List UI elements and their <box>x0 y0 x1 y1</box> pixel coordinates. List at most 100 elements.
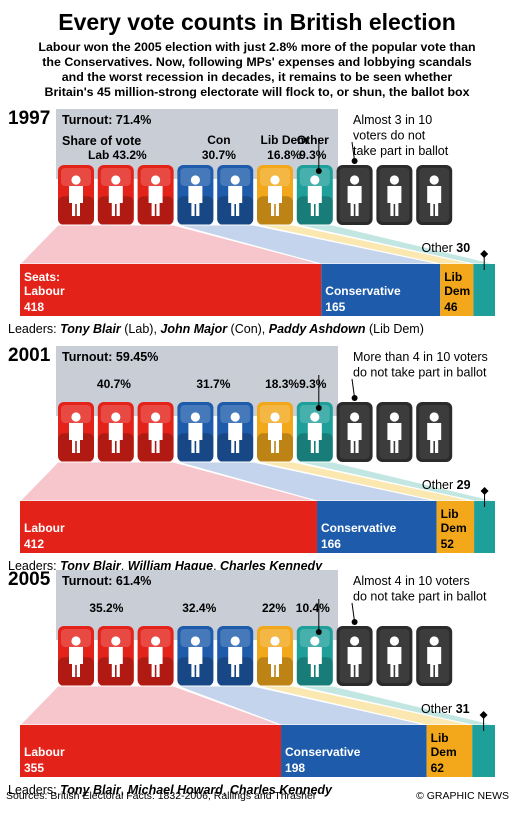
vote-share-value: 30.7% <box>202 148 236 162</box>
vote-share-value: 9.3% <box>299 377 327 391</box>
non-voter <box>336 402 373 462</box>
leader-party: , <box>121 559 128 573</box>
year-label: 1997 <box>8 108 50 129</box>
seat-party-label: Labour <box>24 284 65 298</box>
vote-share-value: Lab 43.2% <box>88 148 147 162</box>
person-icon <box>188 647 203 677</box>
leader-party: (Con), <box>227 322 269 336</box>
nonvoter-note: More than 4 in 10 voters <box>353 350 488 364</box>
voter-tile-shade <box>177 196 214 225</box>
seat-count: 198 <box>285 761 305 775</box>
voter-tile-shade <box>58 433 94 462</box>
person-icon <box>69 647 83 677</box>
leader-name: Tony Blair <box>60 783 122 797</box>
voter-tile-shade <box>137 196 174 225</box>
non-voter <box>376 402 413 462</box>
non-voter <box>336 626 373 686</box>
person-icon <box>429 412 439 422</box>
person-icon <box>69 423 83 453</box>
turnout-label: Turnout: 61.4% <box>62 574 151 588</box>
person-icon <box>69 186 83 216</box>
seat-bar-other <box>473 264 495 316</box>
person-icon <box>310 636 320 646</box>
voter-tile-shade <box>97 196 134 225</box>
seat-party-label: Conservative <box>325 284 401 298</box>
person-icon <box>148 423 163 453</box>
person-icon <box>108 647 123 677</box>
subtitle-line: the Conservatives. Now, following MPs' e… <box>42 55 471 69</box>
person-icon <box>270 175 280 185</box>
leaders-line: Leaders: Tony Blair (Lab), John Major (C… <box>8 322 424 336</box>
seat-count: 62 <box>431 761 445 775</box>
person-icon <box>230 412 240 422</box>
vote-share-value: 9.3% <box>299 148 327 162</box>
seat-count: 31 <box>456 702 470 716</box>
nonvoter-pointer <box>351 378 356 399</box>
turnout-label: Turnout: 71.4% <box>62 113 151 127</box>
person-icon <box>151 636 161 646</box>
election-2001: 2001 Turnout: 59.45% 40.7% 31.7% 18.3% 9.3% Mo… <box>8 345 496 573</box>
seat-bar-libdem <box>440 264 474 316</box>
person-icon <box>350 175 360 185</box>
seat-party-label: Lib <box>441 507 459 521</box>
seat-count: 29 <box>457 478 471 492</box>
non-voter <box>376 165 413 225</box>
seat-party-label: Other 31 <box>421 702 470 716</box>
leader-name: Paddy Ashdown <box>269 322 366 336</box>
person-icon <box>228 186 243 216</box>
person-icon <box>151 412 161 422</box>
voter-labour <box>58 626 94 686</box>
vote-share-value: 18.3% <box>265 377 299 391</box>
other-pointer-dot <box>315 405 322 411</box>
leaders-label: Leaders: <box>8 783 60 797</box>
voter-other <box>296 165 333 225</box>
voter-conservative <box>177 626 214 686</box>
person-icon <box>307 186 322 216</box>
other-pointer-dot <box>315 629 322 635</box>
person-icon <box>387 186 402 216</box>
voter-tile-shade <box>58 657 94 686</box>
non-voter <box>416 626 453 686</box>
voter-tile-shade <box>217 433 254 462</box>
voter-tile-shade <box>217 196 254 225</box>
voter-conservative <box>217 165 254 225</box>
voter-labour <box>137 165 174 225</box>
seat-bar-libdem <box>426 725 473 777</box>
sources-footer: Sources: British Electoral Facts: 1832-2… <box>6 790 317 802</box>
nonvoter-pointer <box>351 141 356 162</box>
voter-tile-shade <box>97 657 134 686</box>
vote-share-value: 22% <box>262 601 286 615</box>
person-icon <box>188 423 203 453</box>
person-icon <box>151 175 161 185</box>
voter-tile-shade <box>177 657 214 686</box>
person-icon <box>350 636 360 646</box>
seat-party-label: Dem <box>444 284 470 298</box>
subtitle: Labour won the 2005 election with just 2… <box>38 40 475 99</box>
election-2005: 2005 Turnout: 61.4% 35.2% 32.4% 22% 10.4% Almo… <box>8 569 496 797</box>
seat-party-label: Labour <box>24 745 65 759</box>
person-icon <box>310 412 320 422</box>
person-icon <box>71 636 81 646</box>
other-seat-marker <box>479 711 488 719</box>
seat-party-label: Labour <box>24 521 65 535</box>
seat-bar-labour <box>20 264 322 316</box>
seat-party-label: Dem <box>431 745 457 759</box>
person-icon <box>387 423 402 453</box>
person-icon <box>228 423 243 453</box>
person-icon <box>228 647 243 677</box>
person-icon <box>387 647 402 677</box>
seat-party-label: Lib <box>444 270 462 284</box>
nonvoter-pointer-dot <box>351 158 358 164</box>
person-icon <box>71 412 81 422</box>
person-icon <box>347 186 362 216</box>
other-seat-marker <box>480 250 489 258</box>
nonvoter-note: do not take part in ballot <box>353 366 487 380</box>
person-icon <box>71 175 81 185</box>
seat-bar-labour <box>20 501 317 553</box>
seat-count: 46 <box>444 300 458 314</box>
vote-share-value: 10.4% <box>296 601 330 615</box>
person-icon <box>148 186 163 216</box>
voter-labour <box>97 402 134 462</box>
